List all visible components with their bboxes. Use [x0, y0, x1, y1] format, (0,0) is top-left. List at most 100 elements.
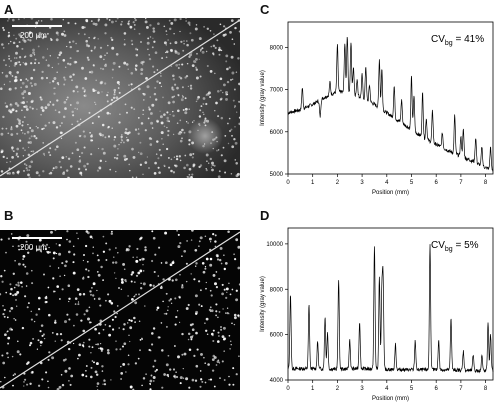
micrograph-spot: [229, 31, 232, 34]
micrograph-spot: [104, 323, 107, 326]
micrograph-spot: [31, 107, 34, 110]
micrograph-spot: [206, 92, 210, 96]
micrograph-spot: [180, 132, 183, 134]
micrograph-spot: [63, 101, 67, 104]
micrograph-spot: [91, 134, 93, 136]
micrograph-spot: [213, 356, 217, 359]
micrograph-spot: [232, 383, 235, 386]
micrograph-spot: [10, 287, 13, 291]
micrograph-spot: [183, 249, 187, 253]
micrograph-spot: [99, 134, 102, 137]
micrograph-spot: [149, 112, 153, 115]
micrograph-spot: [199, 124, 201, 127]
micrograph-spot: [150, 350, 152, 352]
micrograph-spot: [85, 43, 89, 46]
micrograph-spot: [78, 160, 82, 163]
micrograph-spot: [58, 252, 62, 256]
micrograph-spot: [37, 34, 40, 38]
cv-subscript: bg: [445, 40, 453, 47]
micrograph-spot: [42, 142, 44, 144]
micrograph-spot: [212, 334, 214, 337]
x-tick-label: 6: [435, 386, 439, 392]
micrograph-spot: [200, 105, 203, 107]
micrograph-spot: [230, 78, 232, 81]
micrograph-spot: [105, 160, 107, 163]
micrograph-spot: [151, 127, 154, 129]
micrograph-spot: [204, 117, 207, 120]
micrograph-spot: [123, 43, 126, 46]
micrograph-spot: [222, 33, 226, 37]
micrograph-spot: [38, 238, 42, 242]
micrograph-spot: [0, 150, 3, 154]
micrograph-spot: [154, 161, 157, 165]
micrograph-spot: [168, 166, 171, 169]
micrograph-spot: [126, 136, 128, 139]
micrograph-spot: [89, 293, 93, 296]
micrograph-spot: [153, 172, 157, 175]
micrograph-spot: [84, 244, 88, 248]
micrograph-spot: [56, 71, 58, 73]
micrograph-spot: [238, 30, 240, 33]
micrograph-spot: [47, 286, 50, 289]
micrograph-spot: [7, 342, 10, 345]
micrograph-spot: [178, 155, 181, 158]
micrograph-spot: [17, 284, 20, 287]
micrograph-spot: [78, 353, 81, 357]
x-tick-label: 5: [410, 386, 414, 392]
micrograph-spot: [148, 167, 150, 169]
micrograph-spot: [179, 382, 182, 385]
micrograph-spot: [9, 283, 12, 286]
micrograph-spot: [210, 45, 213, 48]
micrograph-spot: [39, 330, 42, 333]
plot-frame: [287, 227, 494, 381]
micrograph-spot: [168, 27, 172, 31]
micrograph-spot: [148, 108, 151, 111]
micrograph-spot: [155, 98, 158, 101]
micrograph-spot: [173, 32, 175, 35]
micrograph-spot: [147, 106, 150, 109]
micrograph-spot: [185, 163, 189, 167]
micrograph-spot: [20, 281, 23, 284]
micrograph-spot: [35, 171, 39, 175]
micrograph-spot: [173, 375, 177, 379]
micrograph-spot: [200, 352, 203, 356]
micrograph-spot: [15, 283, 18, 286]
micrograph-spot: [186, 62, 189, 65]
micrograph-spot: [18, 248, 20, 251]
micrograph-spot: [68, 297, 71, 300]
micrograph-spot: [185, 280, 188, 283]
micrograph-spot: [115, 247, 117, 249]
micrograph-spot: [211, 164, 214, 167]
micrograph-spot: [149, 36, 152, 38]
micrograph-spot: [208, 308, 212, 312]
micrograph-spot: [97, 389, 99, 390]
micrograph-spot: [120, 365, 122, 368]
micrograph-spot: [171, 96, 174, 99]
micrograph-spot: [212, 44, 216, 48]
micrograph-spot: [9, 103, 13, 107]
micrograph-spot: [114, 315, 117, 319]
micrograph-spot: [179, 159, 182, 162]
micrograph-spot: [15, 56, 18, 60]
micrograph-spot: [120, 378, 122, 380]
micrograph-spot: [28, 137, 31, 140]
micrograph-spot: [235, 71, 238, 73]
micrograph-spot: [18, 121, 22, 125]
micrograph-spot: [137, 357, 140, 360]
micrograph-spot: [218, 53, 221, 56]
micrograph-spot: [25, 285, 28, 287]
micrograph-spot: [37, 384, 41, 387]
micrograph-spot: [223, 379, 226, 381]
micrograph-spot: [3, 315, 6, 318]
micrograph-spot: [80, 174, 83, 176]
micrograph-spot: [185, 74, 189, 78]
micrograph-spot: [126, 322, 129, 324]
micrograph-spot: [92, 22, 96, 26]
micrograph-spot: [131, 298, 134, 301]
micrograph-spot: [195, 58, 198, 61]
micrograph-spot: [95, 373, 99, 376]
micrograph-spot: [59, 125, 61, 127]
micrograph-spot: [155, 153, 158, 155]
micrograph-spot: [108, 19, 111, 21]
micrograph-spot: [187, 332, 191, 336]
